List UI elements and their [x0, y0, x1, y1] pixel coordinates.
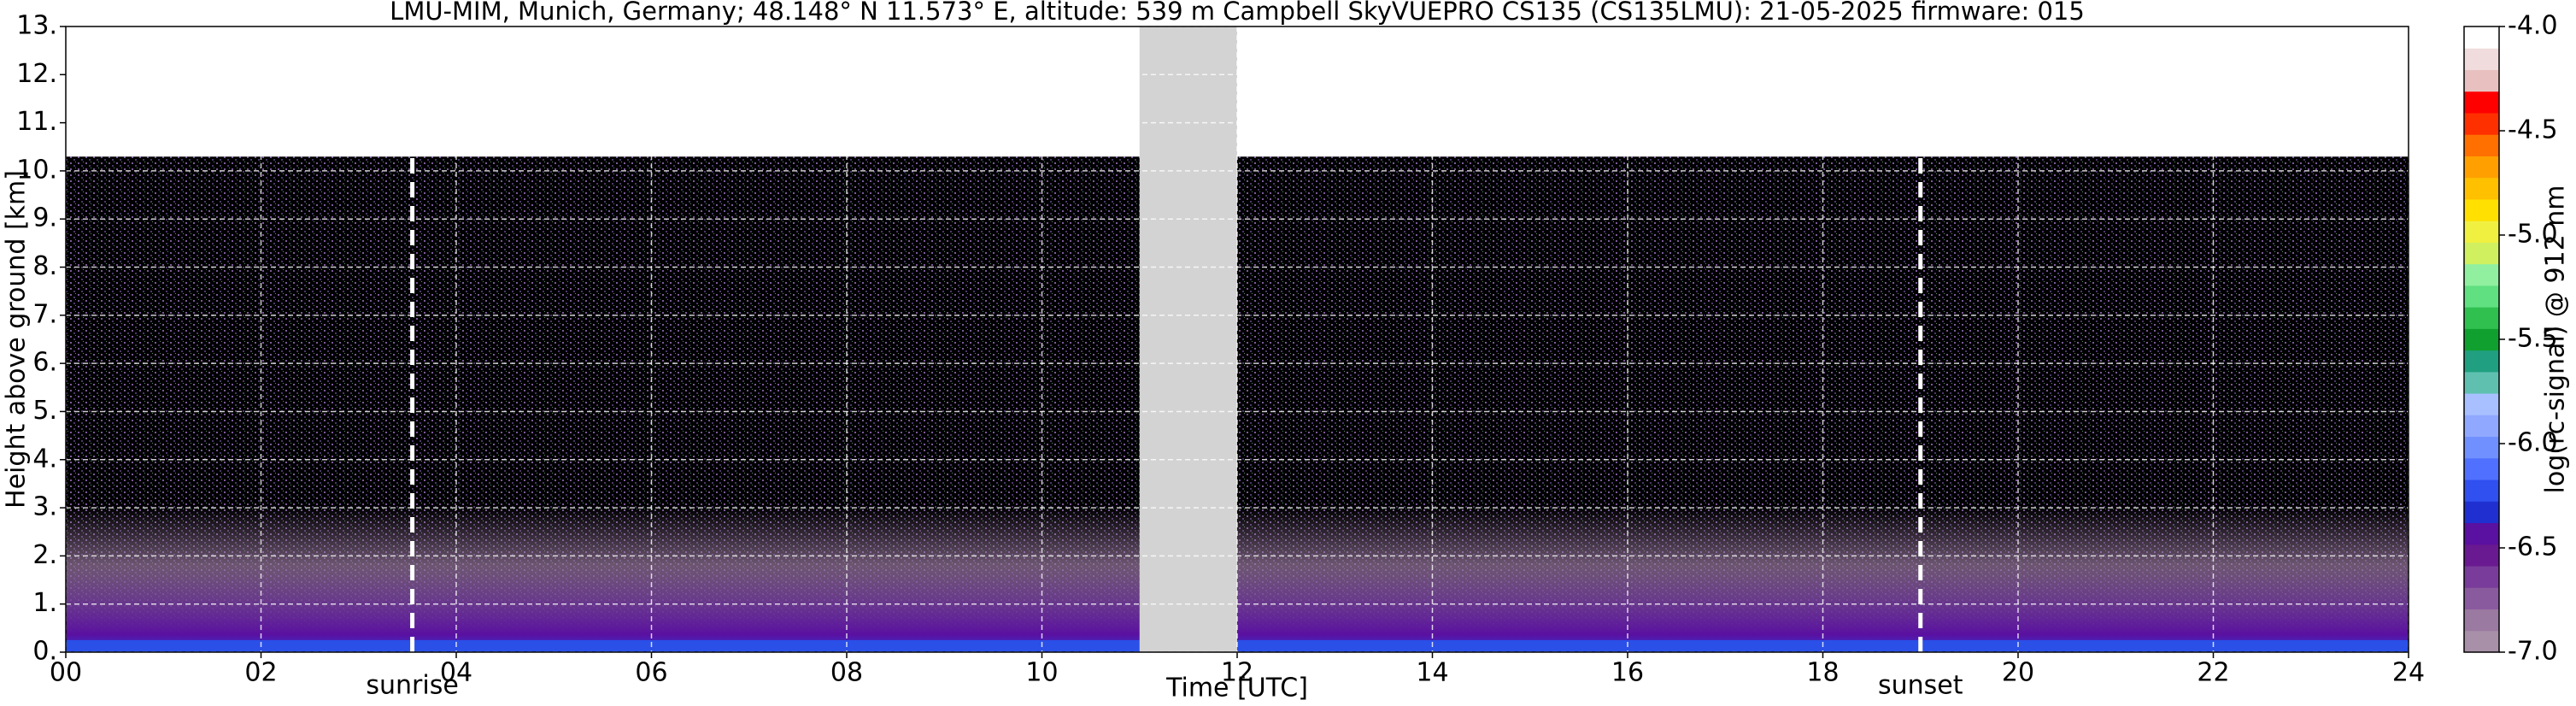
colorbar-swatch [2464, 48, 2499, 70]
colorbar-swatch [2464, 479, 2499, 502]
colorbar-swatch [2464, 134, 2499, 156]
x-tick-label: 10 [1025, 658, 1058, 688]
plot-frame [65, 26, 2409, 653]
y-tick-label: 6. [32, 348, 57, 378]
x-tick-label: 24 [2392, 658, 2425, 688]
colorbar-tick-label: -6.5 [2508, 532, 2558, 562]
y-tick-label: 1. [32, 588, 57, 618]
y-tick-label: 12. [16, 59, 57, 89]
y-tick-label: 10. [16, 155, 57, 185]
colorbar-swatch [2464, 415, 2499, 438]
y-tick-label: 9. [32, 203, 57, 233]
colorbar-swatch [2464, 544, 2499, 567]
colorbar-swatch [2464, 263, 2499, 286]
colorbar-swatch [2464, 350, 2499, 373]
annotation-label: sunrise [366, 671, 458, 701]
colorbar-tick-label: -4.5 [2508, 115, 2558, 145]
x-tick-label: 02 [244, 658, 277, 688]
colorbar-swatch [2464, 457, 2499, 480]
colorbar-swatch [2464, 436, 2499, 459]
missing-data [1139, 26, 1237, 652]
y-tick-label: 3. [32, 492, 57, 522]
x-tick-label: 12 [1221, 658, 1253, 688]
colorbar-swatch [2464, 371, 2499, 394]
colorbar-tick-label: -4.0 [2508, 11, 2558, 41]
colorbar-swatch [2464, 242, 2499, 265]
colorbar-tick-label: -5.0 [2508, 220, 2558, 250]
x-tick-label: 18 [1806, 658, 1839, 688]
colorbar-swatch [2464, 566, 2499, 588]
colorbar-tick-label: -7.0 [2508, 637, 2558, 667]
y-tick-label: 5. [32, 396, 57, 426]
x-tick-label: 22 [2197, 658, 2229, 688]
colorbar-swatch [2464, 112, 2499, 135]
colorbar-swatch [2464, 26, 2499, 49]
annotation-label: sunset [1878, 671, 1963, 701]
colorbar-tick-label: -5.5 [2508, 324, 2558, 354]
colorbar-swatch [2464, 522, 2499, 545]
colorbar-swatch [2464, 328, 2499, 351]
y-tick-label: 2. [32, 540, 57, 570]
colorbar-swatch [2464, 393, 2499, 415]
colorbar-swatch [2464, 501, 2499, 524]
y-tick-label: 8. [32, 251, 57, 281]
x-tick-label: 14 [1416, 658, 1448, 688]
colorbar-swatch [2464, 630, 2499, 653]
y-tick-label: 13. [16, 11, 57, 41]
colorbar-swatch [2464, 69, 2499, 92]
colorbar-swatch [2464, 221, 2499, 243]
colorbar-swatch [2464, 285, 2499, 308]
y-tick-label: 0. [32, 637, 57, 667]
colorbar-swatch [2464, 609, 2499, 632]
colorbar-tick-label: -6.0 [2508, 428, 2558, 458]
colorbar-swatch [2464, 198, 2499, 221]
y-tick-label: 7. [32, 299, 57, 329]
chart-title: LMU-MIM, Munich, Germany; 48.148° N 11.5… [390, 0, 2085, 26]
y-axis-label: Height above ground [km] [2, 170, 32, 509]
x-axis-label: Time [UTC] [1165, 674, 1308, 703]
colorbar-swatch [2464, 177, 2499, 200]
colorbar-swatch [2464, 307, 2499, 329]
y-tick-label: 4. [32, 444, 57, 474]
x-tick-label: 00 [50, 658, 82, 688]
x-tick-label: 20 [2002, 658, 2034, 688]
x-tick-label: 06 [635, 658, 667, 688]
colorbar-swatch [2464, 91, 2499, 114]
y-tick-label: 11. [16, 107, 57, 137]
x-tick-label: 16 [1611, 658, 1644, 688]
colorbar-swatch [2464, 156, 2499, 179]
colorbar-swatch [2464, 587, 2499, 610]
x-tick-label: 04 [440, 658, 472, 688]
x-tick-label: 08 [830, 658, 863, 688]
colorbar-label: log(rc-signal) @ 912 nm [2541, 185, 2571, 494]
